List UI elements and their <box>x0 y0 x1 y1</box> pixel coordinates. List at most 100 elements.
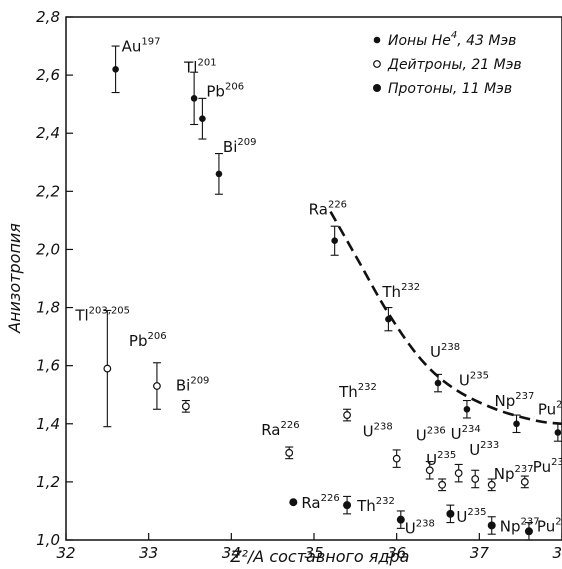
y-tick-label: 2,8 <box>36 8 60 26</box>
point-label: Ra226 <box>309 200 347 219</box>
marker-open <box>373 60 381 68</box>
marker-open <box>153 382 161 390</box>
data-point: Pb206 <box>129 331 167 410</box>
y-tick-label: 1,4 <box>36 415 60 433</box>
point-label: Pu239 <box>538 399 562 418</box>
marker-open <box>425 466 434 475</box>
marker-open <box>454 469 463 478</box>
data-point: U238 <box>430 342 460 393</box>
point-label: U238 <box>363 422 393 441</box>
data-point: Th232 <box>338 382 377 422</box>
data-point: Ra226 <box>289 493 340 512</box>
legend-label: Ионы He4, 43 Мэв <box>388 30 516 49</box>
marker-open <box>471 475 480 483</box>
data-point: Pb206 <box>198 82 244 140</box>
y-tick-label: 1,8 <box>36 299 60 317</box>
data-point: U235 <box>446 504 486 526</box>
data-point: U238 <box>363 422 401 468</box>
point-label: Ra226 <box>261 420 299 439</box>
x-tick-label: 33 <box>139 544 158 562</box>
data-points: Au197Tl201Pb206Bi209Ra226Th232U238U235Np… <box>74 36 562 541</box>
data-point: Ra226 <box>309 200 347 256</box>
data-point: Bi209 <box>176 375 210 413</box>
point-label: Au197 <box>122 36 161 55</box>
x-axis-label: Z²/A составного ядра <box>230 547 410 566</box>
point-label: Pb206 <box>129 331 167 350</box>
point-label: Np237 <box>495 391 535 410</box>
point-label: U238 <box>405 519 435 538</box>
marker-filled <box>385 315 392 323</box>
y-axis-label: Анизотропия <box>5 223 24 334</box>
y-tick-label: 1,0 <box>36 531 60 549</box>
data-point: Ra226 <box>261 420 300 460</box>
y-tick-label: 2,0 <box>36 240 60 258</box>
legend: Ионы He4, 43 Мэв Дейтроны, 21 Мэв Протоны,… <box>373 30 522 97</box>
data-point: Pu239 <box>520 457 562 489</box>
y-tick-label: 2,6 <box>36 66 60 84</box>
data-point: U238 <box>396 510 435 538</box>
x-tick-label: 35 <box>304 544 323 562</box>
marker-open <box>103 364 112 373</box>
plot-frame <box>65 16 562 541</box>
data-point: Np237 <box>487 464 534 492</box>
x-tick-label: 38 <box>552 544 562 562</box>
legend-label: Протоны, 11 Мэв <box>388 81 512 97</box>
legend-item: Ионы He4, 43 Мэв <box>373 30 516 49</box>
point-label: Pu239 <box>537 516 562 535</box>
point-label: Pb206 <box>206 82 244 101</box>
marker-filled <box>190 95 198 102</box>
point-label: U233 <box>469 440 499 459</box>
marker-filled <box>487 521 496 530</box>
point-label: Th232 <box>381 282 420 301</box>
point-label: U235 <box>459 370 489 389</box>
point-label: Np237 <box>500 516 540 535</box>
marker-filled <box>513 420 520 428</box>
marker-filled <box>343 501 352 510</box>
legend-item: Протоны, 11 Мэв <box>373 81 512 97</box>
point-label: Ra226 <box>301 493 339 512</box>
point-label: Th232 <box>356 496 395 515</box>
marker-filled <box>373 36 381 44</box>
x-tick-label: 32 <box>56 544 75 562</box>
point-label: U235 <box>456 507 486 526</box>
marker-filled <box>396 515 405 524</box>
y-tick-label: 1,6 <box>36 357 60 375</box>
y-tick-label: 2,2 <box>36 182 60 200</box>
marker-filled <box>331 237 338 245</box>
marker-open <box>520 477 529 486</box>
data-point: Np237 <box>495 391 535 434</box>
marker-filled <box>554 429 562 436</box>
marker-open <box>285 448 294 457</box>
marker-filled <box>446 509 455 518</box>
point-label: Th232 <box>338 382 377 401</box>
data-point: Au197 <box>111 36 161 94</box>
marker-filled <box>434 379 442 387</box>
marker-filled <box>215 170 223 178</box>
data-point: Bi209 <box>214 137 257 195</box>
marker-filled <box>289 498 298 507</box>
data-point: Th232 <box>381 282 420 332</box>
x-tick-label: 36 <box>387 544 406 562</box>
marker-filled <box>199 115 206 122</box>
point-label: Bi209 <box>223 137 257 156</box>
point-label: Bi209 <box>176 375 210 394</box>
marker-open <box>181 402 190 411</box>
y-tick-label: 2,4 <box>36 124 60 142</box>
marker-filled <box>112 66 119 73</box>
x-tick-label: 34 <box>222 544 241 562</box>
marker-filled <box>524 527 533 536</box>
legend-item: Дейтроны, 21 Мэв <box>373 57 522 73</box>
marker-open <box>487 480 496 489</box>
marker-open <box>343 411 351 419</box>
y-tick-label: 1,2 <box>36 473 60 491</box>
point-label: U235 <box>426 450 456 469</box>
data-point: Tl203,205 <box>74 306 130 428</box>
point-label: Tl201 <box>183 57 216 76</box>
axis-ticks: 32 33 34 35 36 37 38 1,0 1,2 1,4 1,6 1,8 2,0 2,2 2,4 2,… <box>36 8 562 562</box>
marker-filled <box>373 84 381 92</box>
point-label: U236 <box>416 425 446 444</box>
point-label: Pu239 <box>533 457 562 476</box>
data-point: Pu239 <box>538 399 562 442</box>
x-tick-label: 37 <box>470 544 490 562</box>
